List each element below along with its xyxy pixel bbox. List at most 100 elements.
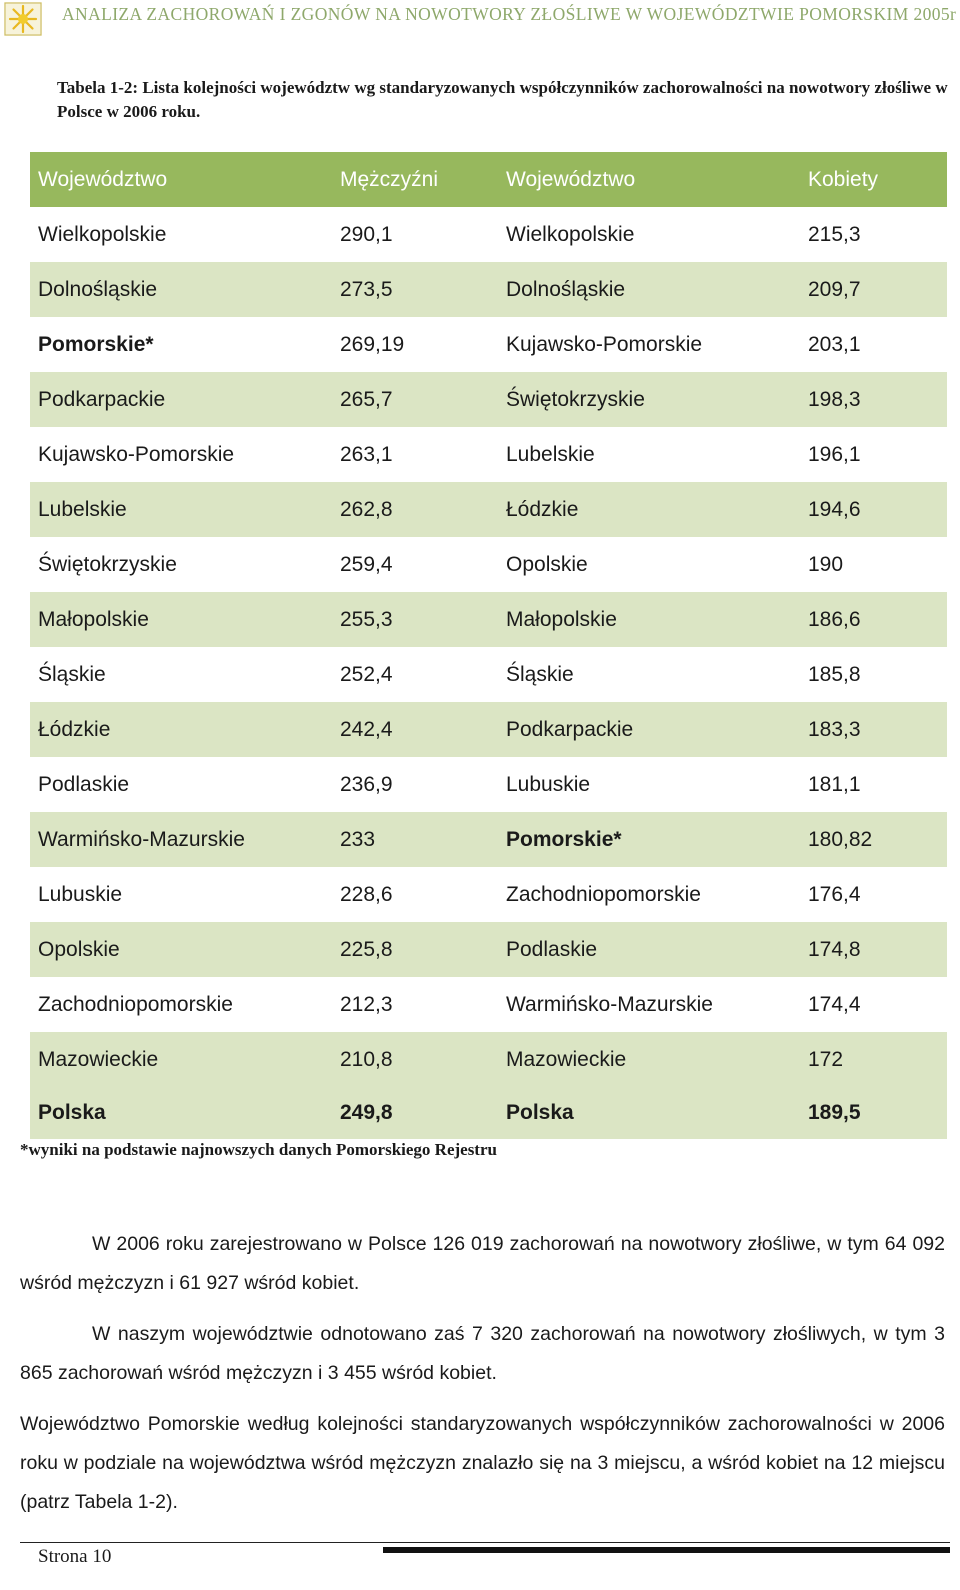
province-men-cell: Śląskie bbox=[30, 647, 332, 702]
province-men-cell: Podkarpackie bbox=[30, 372, 332, 427]
table-row: Świętokrzyskie 259,4 Opolskie 190 bbox=[30, 537, 947, 592]
table-header-row: Województwo Mężczyźni Województwo Kobiet… bbox=[30, 152, 947, 207]
province-men-cell: Zachodniopomorskie bbox=[30, 977, 332, 1032]
incidence-table: Województwo Mężczyźni Województwo Kobiet… bbox=[30, 152, 947, 1139]
province-men-cell: Mazowieckie bbox=[30, 1032, 332, 1087]
province-women-cell: Lubuskie bbox=[498, 757, 800, 812]
province-women-cell: Małopolskie bbox=[498, 592, 800, 647]
women-rate-cell: 174,8 bbox=[800, 922, 947, 977]
men-rate-cell: 273,5 bbox=[332, 262, 498, 317]
women-rate-cell: 180,82 bbox=[800, 812, 947, 867]
total-province-women-cell: Polska bbox=[498, 1087, 800, 1139]
province-women-cell: Łódzkie bbox=[498, 482, 800, 537]
province-men-cell: Dolnośląskie bbox=[30, 262, 332, 317]
men-rate-cell: 210,8 bbox=[332, 1032, 498, 1087]
women-rate-cell: 198,3 bbox=[800, 372, 947, 427]
women-rate-cell: 181,1 bbox=[800, 757, 947, 812]
province-men-cell: Wielkopolskie bbox=[30, 207, 332, 262]
table-row: Kujawsko-Pomorskie 263,1 Lubelskie 196,1 bbox=[30, 427, 947, 482]
total-men-rate-cell: 249,8 bbox=[332, 1087, 498, 1139]
men-rate-cell: 212,3 bbox=[332, 977, 498, 1032]
province-women-cell: Warmińsko-Mazurskie bbox=[498, 977, 800, 1032]
men-rate-cell: 233 bbox=[332, 812, 498, 867]
province-men-cell: Pomorskie* bbox=[30, 317, 332, 372]
province-women-cell: Lubelskie bbox=[498, 427, 800, 482]
men-rate-cell: 269,19 bbox=[332, 317, 498, 372]
province-women-cell: Pomorskie* bbox=[498, 812, 800, 867]
men-rate-cell: 225,8 bbox=[332, 922, 498, 977]
paragraph-poland-incidence: W 2006 roku zarejestrowano w Polsce 126 … bbox=[20, 1232, 945, 1294]
women-rate-cell: 215,3 bbox=[800, 207, 947, 262]
province-women-cell: Kujawsko-Pomorskie bbox=[498, 317, 800, 372]
women-rate-cell: 186,6 bbox=[800, 592, 947, 647]
column-header-province-women: Województwo bbox=[498, 152, 800, 207]
women-rate-cell: 172 bbox=[800, 1032, 947, 1087]
table-row: Opolskie 225,8 Podlaskie 174,8 bbox=[30, 922, 947, 977]
province-women-cell: Mazowieckie bbox=[498, 1032, 800, 1087]
province-men-cell: Lubelskie bbox=[30, 482, 332, 537]
page-header: ANALIZA ZACHOROWAŃ I ZGONÓW NA NOWOTWORY… bbox=[0, 0, 960, 38]
table-row: Warmińsko-Mazurskie 233 Pomorskie* 180,8… bbox=[30, 812, 947, 867]
table-row: Dolnośląskie 273,5 Dolnośląskie 209,7 bbox=[30, 262, 947, 317]
men-rate-cell: 228,6 bbox=[332, 867, 498, 922]
column-header-men: Mężczyźni bbox=[332, 152, 498, 207]
paragraph-region-incidence: W naszym województwie odnotowano zaś 7 3… bbox=[20, 1322, 945, 1384]
table-row: Zachodniopomorskie 212,3 Warmińsko-Mazur… bbox=[30, 977, 947, 1032]
province-men-cell: Warmińsko-Mazurskie bbox=[30, 812, 332, 867]
total-province-men-cell: Polska bbox=[30, 1087, 332, 1139]
table-row: Wielkopolskie 290,1 Wielkopolskie 215,3 bbox=[30, 207, 947, 262]
women-rate-cell: 194,6 bbox=[800, 482, 947, 537]
men-rate-cell: 262,8 bbox=[332, 482, 498, 537]
header-title: ANALIZA ZACHOROWAŃ I ZGONÓW NA NOWOTWORY… bbox=[62, 4, 957, 24]
table-row: Pomorskie* 269,19 Kujawsko-Pomorskie 203… bbox=[30, 317, 947, 372]
province-men-cell: Podlaskie bbox=[30, 757, 332, 812]
table-row: Podlaskie 236,9 Lubuskie 181,1 bbox=[30, 757, 947, 812]
province-men-cell: Świętokrzyskie bbox=[30, 537, 332, 592]
province-men-cell: Lubuskie bbox=[30, 867, 332, 922]
men-rate-cell: 236,9 bbox=[332, 757, 498, 812]
paragraph-region-ranking: Województwo Pomorskie według kolejności … bbox=[20, 1412, 945, 1513]
province-women-cell: Dolnośląskie bbox=[498, 262, 800, 317]
table-row: Mazowieckie 210,8 Mazowieckie 172 bbox=[30, 1032, 947, 1087]
table-footnote: *wyniki na podstawie najnowszych danych … bbox=[20, 1140, 497, 1159]
footer-divider bbox=[20, 1542, 950, 1543]
province-men-cell: Opolskie bbox=[30, 922, 332, 977]
table-row: Śląskie 252,4 Śląskie 185,8 bbox=[30, 647, 947, 702]
page-number: Strona 10 bbox=[38, 1546, 112, 1567]
total-women-rate-cell: 189,5 bbox=[800, 1087, 947, 1139]
province-women-cell: Podkarpackie bbox=[498, 702, 800, 757]
column-header-province-men: Województwo bbox=[30, 152, 332, 207]
men-rate-cell: 265,7 bbox=[332, 372, 498, 427]
province-women-cell: Podlaskie bbox=[498, 922, 800, 977]
men-rate-cell: 263,1 bbox=[332, 427, 498, 482]
province-men-cell: Kujawsko-Pomorskie bbox=[30, 427, 332, 482]
province-men-cell: Łódzkie bbox=[30, 702, 332, 757]
column-header-women: Kobiety bbox=[800, 152, 947, 207]
men-rate-cell: 255,3 bbox=[332, 592, 498, 647]
footer-bar bbox=[383, 1547, 950, 1553]
sun-logo-icon bbox=[4, 2, 42, 36]
men-rate-cell: 242,4 bbox=[332, 702, 498, 757]
table-row: Łódzkie 242,4 Podkarpackie 183,3 bbox=[30, 702, 947, 757]
men-rate-cell: 252,4 bbox=[332, 647, 498, 702]
province-women-cell: Świętokrzyskie bbox=[498, 372, 800, 427]
table-row: Lubuskie 228,6 Zachodniopomorskie 176,4 bbox=[30, 867, 947, 922]
province-women-cell: Śląskie bbox=[498, 647, 800, 702]
province-women-cell: Zachodniopomorskie bbox=[498, 867, 800, 922]
women-rate-cell: 185,8 bbox=[800, 647, 947, 702]
women-rate-cell: 174,4 bbox=[800, 977, 947, 1032]
women-rate-cell: 183,3 bbox=[800, 702, 947, 757]
women-rate-cell: 203,1 bbox=[800, 317, 947, 372]
women-rate-cell: 196,1 bbox=[800, 427, 947, 482]
province-women-cell: Opolskie bbox=[498, 537, 800, 592]
men-rate-cell: 259,4 bbox=[332, 537, 498, 592]
table-row: Podkarpackie 265,7 Świętokrzyskie 198,3 bbox=[30, 372, 947, 427]
table-caption: Tabela 1-2: Lista kolejności województw … bbox=[57, 78, 948, 121]
province-men-cell: Małopolskie bbox=[30, 592, 332, 647]
women-rate-cell: 176,4 bbox=[800, 867, 947, 922]
province-women-cell: Wielkopolskie bbox=[498, 207, 800, 262]
women-rate-cell: 190 bbox=[800, 537, 947, 592]
women-rate-cell: 209,7 bbox=[800, 262, 947, 317]
table-row: Małopolskie 255,3 Małopolskie 186,6 bbox=[30, 592, 947, 647]
table-row: Lubelskie 262,8 Łódzkie 194,6 bbox=[30, 482, 947, 537]
